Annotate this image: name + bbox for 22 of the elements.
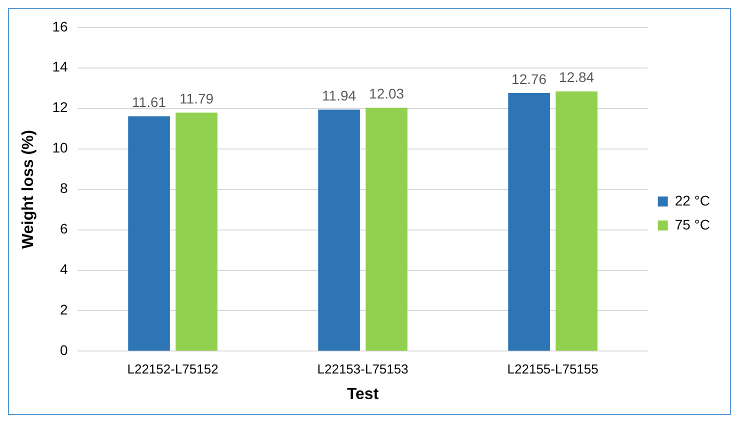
y-tick-label: 14 (52, 58, 68, 75)
y-tick-label: 10 (52, 140, 68, 156)
data-label: 11.79 (180, 90, 214, 106)
legend-label: 22 °C (674, 192, 710, 208)
x-tick-label: L22152-L75152 (127, 362, 218, 377)
y-axis-title: Weight loss (%) (20, 130, 38, 249)
y-tick-label: 2 (60, 302, 68, 318)
y-tick-label: 8 (60, 180, 68, 196)
data-label: 12.84 (559, 69, 594, 86)
x-tick-label: L22155-L75155 (507, 362, 598, 377)
data-label: 11.61 (132, 94, 166, 110)
x-tick-label: L22153-L75153 (317, 362, 408, 377)
data-label: 11.94 (322, 87, 356, 104)
y-tick-label: 6 (60, 220, 68, 237)
y-tick-label: 4 (60, 261, 68, 278)
data-label: 12.03 (369, 86, 404, 102)
y-tick-label: 0 (60, 342, 68, 358)
x-axis-title: Test (346, 386, 380, 403)
y-tick-label: 12 (52, 99, 68, 116)
data-label: 12.76 (512, 70, 547, 87)
y-tick-label: 16 (52, 18, 68, 34)
legend-label: 75 °C (674, 216, 710, 232)
